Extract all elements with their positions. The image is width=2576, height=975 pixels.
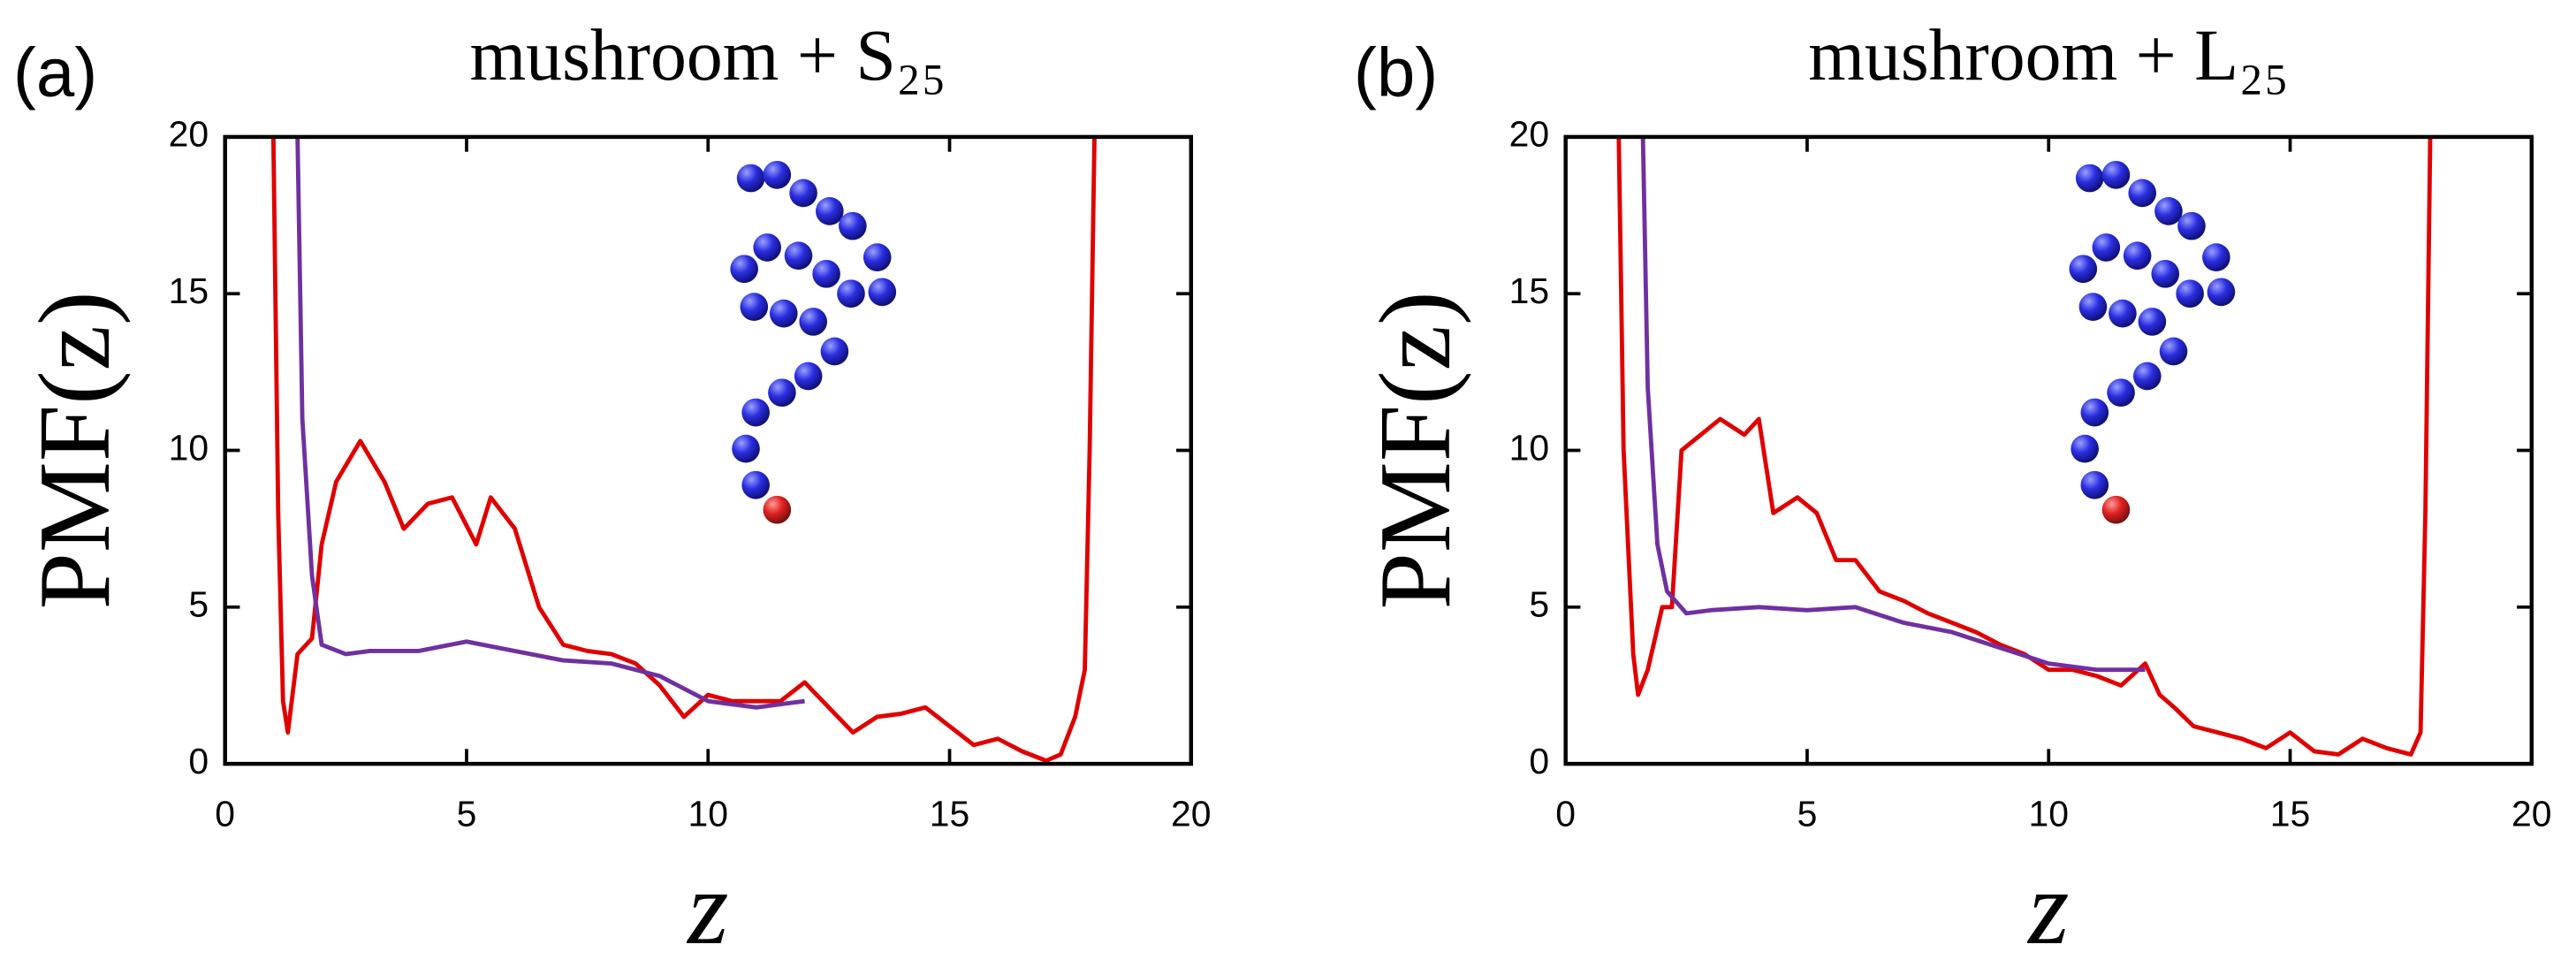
x-axis-label: z bbox=[2026, 849, 2069, 966]
y-tick-label: 15 bbox=[169, 270, 209, 311]
chart-title: mushroom + L₂₅ bbox=[1808, 15, 2289, 95]
x-tick-label: 20 bbox=[1171, 794, 1211, 834]
line bbox=[1640, 136, 2146, 673]
polymer-inset bbox=[730, 160, 897, 524]
panel-label: (a) bbox=[13, 33, 97, 110]
line bbox=[295, 136, 805, 710]
x-tick-label: 10 bbox=[688, 794, 728, 834]
chart-title: mushroom + S₂₅ bbox=[470, 15, 946, 95]
y-tick-label: 10 bbox=[1509, 427, 1549, 468]
panel-label: (b) bbox=[1354, 33, 1438, 110]
y-tick-label: 20 bbox=[169, 114, 209, 155]
x-tick-label: 5 bbox=[1797, 794, 1818, 834]
polymer-inset bbox=[2069, 160, 2236, 524]
y-tick-label: 0 bbox=[188, 741, 209, 781]
x-axis-label: z bbox=[686, 849, 728, 966]
x-tick-label: 10 bbox=[2028, 794, 2068, 834]
y-tick-label: 15 bbox=[1509, 270, 1549, 311]
x-tick-label: 15 bbox=[2270, 794, 2310, 834]
y-axis-label: PMF(z) bbox=[1358, 292, 1471, 610]
y-tick-label: 10 bbox=[169, 427, 209, 468]
panel: (a) mushroom + S₂₅ PMF(z) z 0 5 10 15 20 0 5 10 15 20 bbox=[13, 15, 1212, 966]
x-tick-label: 20 bbox=[2511, 794, 2551, 834]
line bbox=[1616, 136, 2433, 757]
y-tick-label: 20 bbox=[1509, 114, 1549, 155]
panel: (b) mushroom + L₂₅ PMF(z) z 0 5 10 15 20 0 5 10 15 20 bbox=[1354, 15, 2552, 966]
y-axis-label: PMF(z) bbox=[18, 292, 131, 610]
y-tick-label: 5 bbox=[1529, 584, 1549, 625]
x-tick-label: 0 bbox=[1555, 794, 1576, 834]
y-tick-label: 0 bbox=[1529, 741, 1549, 781]
line bbox=[270, 136, 1097, 763]
plot-frame bbox=[223, 134, 1194, 766]
plot-frame bbox=[1563, 134, 2534, 766]
x-tick-label: 15 bbox=[930, 794, 969, 834]
y-tick-label: 5 bbox=[188, 584, 209, 625]
x-tick-label: 0 bbox=[215, 794, 235, 834]
x-tick-label: 5 bbox=[457, 794, 477, 834]
